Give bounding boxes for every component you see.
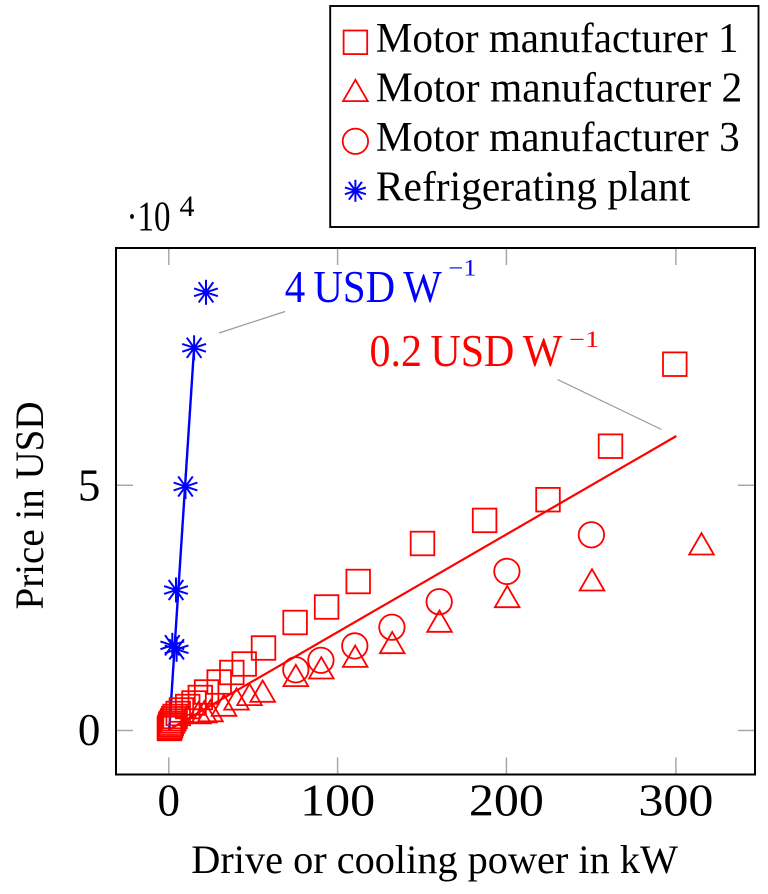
svg-text:300: 300 <box>638 776 713 826</box>
svg-text:Motor manufacturer 1: Motor manufacturer 1 <box>376 16 739 62</box>
svg-text:0: 0 <box>158 776 181 826</box>
svg-text:Motor manufacturer 3: Motor manufacturer 3 <box>376 115 740 161</box>
svg-text:Drive or cooling power in kW: Drive or cooling power in kW <box>191 837 678 882</box>
svg-text:4: 4 <box>180 190 195 223</box>
svg-text:−1: −1 <box>569 327 599 352</box>
svg-text:−1: −1 <box>449 256 477 281</box>
svg-text:4 USD W: 4 USD W <box>285 261 443 312</box>
svg-text:·10: ·10 <box>127 195 171 241</box>
svg-text:200: 200 <box>469 776 544 826</box>
svg-text:Motor manufacturer 2: Motor manufacturer 2 <box>376 66 742 112</box>
svg-text:0.2 USD W: 0.2 USD W <box>370 325 563 376</box>
svg-text:5: 5 <box>78 461 101 511</box>
svg-text:Refrigerating plant: Refrigerating plant <box>376 165 691 211</box>
svg-text:Price in USD: Price in USD <box>7 402 52 610</box>
svg-text:100: 100 <box>300 776 375 826</box>
svg-text:0: 0 <box>78 705 101 755</box>
